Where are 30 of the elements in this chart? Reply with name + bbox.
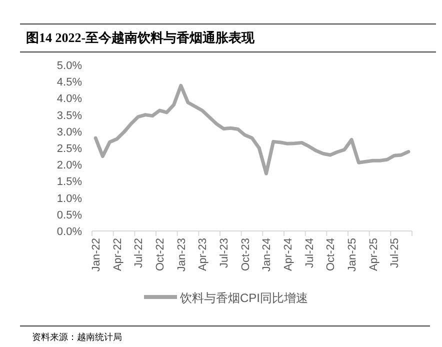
- y-tick-label: 4.5%: [56, 76, 82, 89]
- x-tick-label: Oct-23: [240, 238, 252, 272]
- x-tick-label: Oct-22: [154, 238, 167, 272]
- x-tick-label: Jan-23: [176, 238, 188, 272]
- y-tick-label: 3.5%: [56, 110, 82, 122]
- y-tick-label: 4.0%: [56, 93, 82, 106]
- x-tick-label: Jul-22: [133, 238, 146, 268]
- x-tick-label: Jul-25: [389, 238, 402, 268]
- x-tick-label: Oct-24: [325, 238, 338, 272]
- x-tick-label: Apr-25: [368, 238, 380, 272]
- y-tick-label: 1.0%: [56, 192, 82, 205]
- x-tick-label: Jul-24: [304, 238, 316, 268]
- y-tick-label: 3.0%: [56, 126, 82, 138]
- y-tick-label: 5.0%: [56, 60, 82, 72]
- line-series: [94, 84, 410, 176]
- chart-title: 图14 2022-至今越南饮料与香烟通胀表现: [26, 30, 256, 45]
- y-tick-label: 0.5%: [56, 209, 82, 222]
- y-tick-label: 0.0%: [56, 226, 82, 238]
- x-tick-label: Apr-24: [282, 238, 295, 272]
- x-tick-label: Jul-23: [218, 238, 231, 268]
- x-tick-label: Jan-24: [261, 238, 274, 272]
- x-tick-label: Jan-25: [346, 238, 359, 272]
- legend-label: 饮料与香烟CPI同比增速: [179, 291, 308, 305]
- x-tick-label: Apr-23: [197, 238, 210, 272]
- text: 资料来源：越南统计局: [32, 332, 122, 342]
- y-tick-label: 2.0%: [56, 160, 82, 172]
- x-tick-label: Apr-22: [112, 238, 124, 272]
- y-tick-label: 2.5%: [56, 143, 82, 155]
- y-tick-label: 1.5%: [56, 176, 82, 188]
- x-tick-label: Jan-22: [90, 238, 103, 272]
